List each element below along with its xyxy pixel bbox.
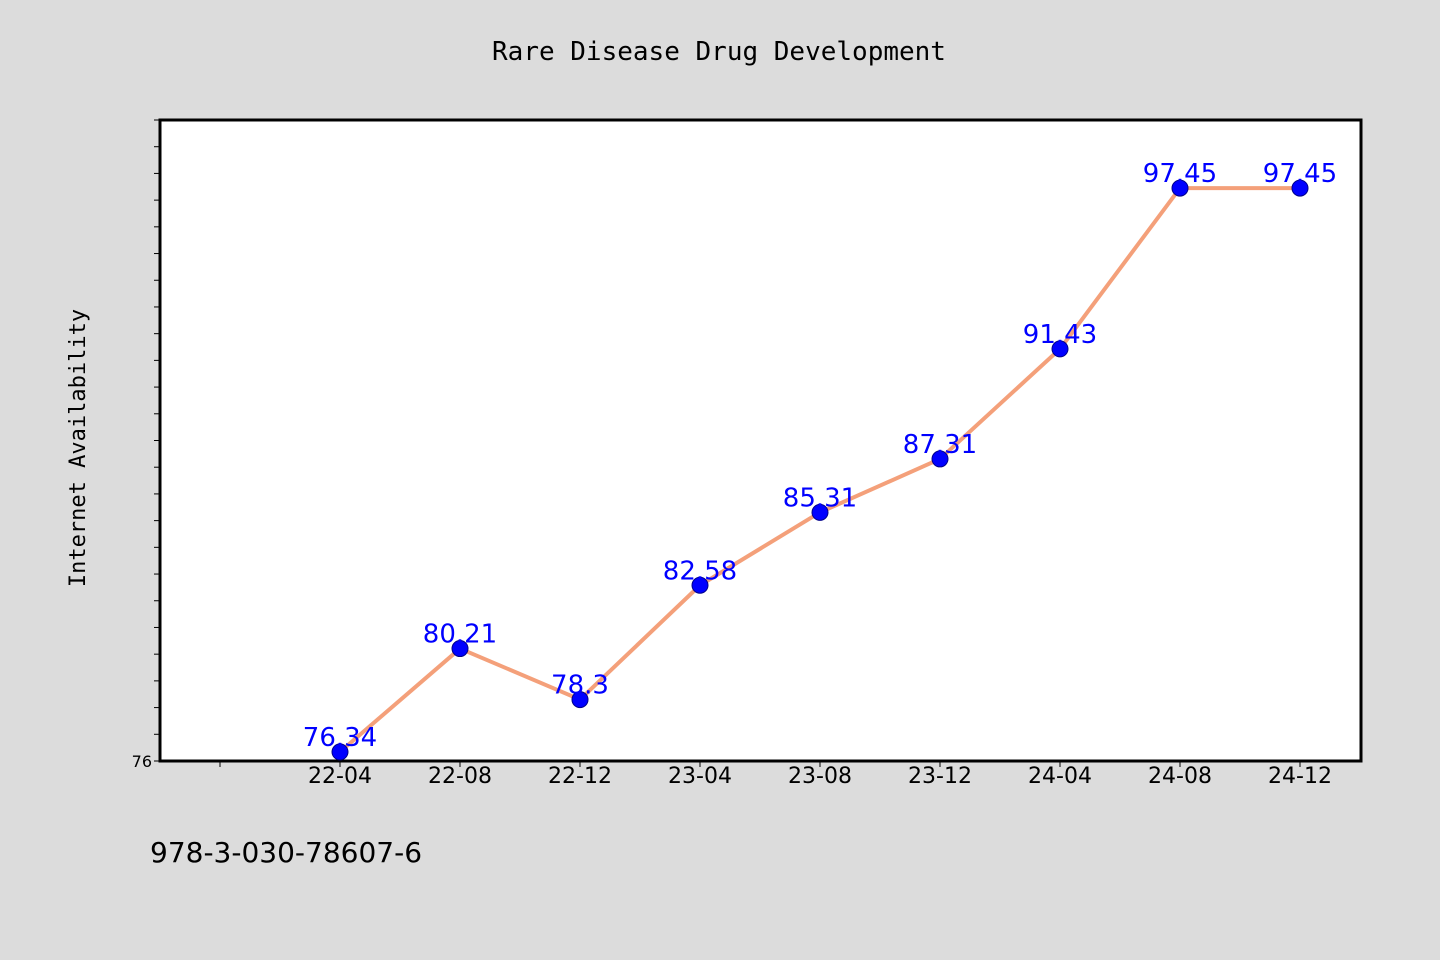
data-point [1291,179,1309,197]
x-tick-label: 22-04 [308,764,372,789]
series-layer: 76.34 80.21 78.3 82.58 85.31 87.31 91.43 97.45 9… [303,159,1337,761]
data-point [331,743,349,761]
data-point [1171,179,1189,197]
x-tick-label: 24-12 [1268,764,1332,789]
data-label: 82.58 [663,556,737,586]
isbn-footer: 978-3-030-78607-6 [150,836,422,869]
chart-title: Rare Disease Drug Development [492,37,946,67]
data-label: 87.31 [903,430,977,460]
x-tick-label: 23-04 [668,764,732,789]
data-point [931,450,949,468]
data-point [811,503,829,521]
plot-area [158,118,1363,763]
data-point [691,576,709,594]
x-tick-label: 24-04 [1028,764,1092,789]
y-axis-label: Internet Availability [66,309,91,587]
axis-ticks: 76 22-04 22-08 22-12 23-04 23-08 23-12 24-04 24-… [132,119,1332,789]
data-label: 76.34 [303,723,377,753]
data-label: 80.21 [423,620,497,650]
data-label: 97.45 [1143,159,1217,189]
data-label: 85.31 [783,483,857,513]
data-point [451,640,469,658]
x-tick-label: 22-12 [548,764,612,789]
data-label: 97.45 [1263,159,1337,189]
data-point [571,691,589,709]
x-tick-label: 23-08 [788,764,852,789]
data-point [1051,340,1069,358]
x-tick-label: 23-12 [908,764,972,789]
data-label: 78.3 [551,671,609,701]
data-label: 91.43 [1023,320,1097,350]
x-tick-label: 24-08 [1148,764,1212,789]
x-tick-label: 22-08 [428,764,492,789]
y-tick-label: 76 [132,752,152,771]
